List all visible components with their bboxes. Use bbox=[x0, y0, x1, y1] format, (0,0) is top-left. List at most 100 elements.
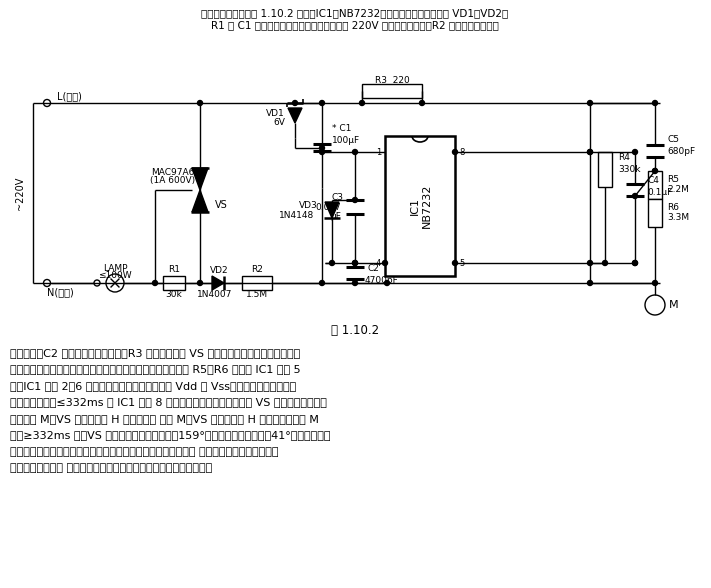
Circle shape bbox=[587, 260, 592, 266]
Bar bbox=[242, 276, 272, 290]
Text: 1N4148: 1N4148 bbox=[279, 211, 314, 219]
Circle shape bbox=[452, 149, 457, 155]
Circle shape bbox=[360, 101, 365, 105]
Circle shape bbox=[587, 149, 592, 155]
Text: 680pF: 680pF bbox=[667, 146, 695, 155]
Text: 2.2M: 2.2M bbox=[667, 185, 689, 193]
Bar bbox=[648, 199, 662, 227]
Circle shape bbox=[353, 280, 358, 286]
Text: M: M bbox=[669, 300, 678, 310]
Circle shape bbox=[152, 280, 158, 286]
Circle shape bbox=[319, 280, 324, 286]
Circle shape bbox=[198, 280, 203, 286]
Text: 过零信号。C2 用于滤除尖脉冲干扰。R3 为双向晶闸管 VS 控制极的限流电阻器。人体触摸: 过零信号。C2 用于滤除尖脉冲干扰。R3 为双向晶闸管 VS 控制极的限流电阻器… bbox=[10, 348, 300, 358]
Text: 图 1.10.2: 图 1.10.2 bbox=[331, 323, 379, 336]
Text: VD1: VD1 bbox=[266, 109, 285, 118]
Text: 触摸一下 M，VS 导通，电灯 H 亮；再触摸 一下 M，VS 截止，电灯 H 灭。当人手触摸 M: 触摸一下 M，VS 导通，电灯 H 亮；再触摸 一下 M，VS 截止，电灯 H … bbox=[10, 414, 319, 424]
Circle shape bbox=[653, 169, 658, 173]
Text: 1N4007: 1N4007 bbox=[198, 289, 232, 299]
Text: 30k: 30k bbox=[166, 289, 183, 299]
Circle shape bbox=[645, 295, 665, 315]
Circle shape bbox=[329, 260, 334, 266]
Bar bbox=[163, 276, 185, 290]
Text: R1: R1 bbox=[168, 265, 180, 273]
Circle shape bbox=[452, 260, 457, 266]
Text: 脚。IC1 的第 2、6 脚功能尚未利用，这里分别接 Vdd 和 Vss，以免悬空产生干扰。: 脚。IC1 的第 2、6 脚功能尚未利用，这里分别接 Vdd 和 Vss，以免悬… bbox=[10, 381, 296, 391]
Text: R2: R2 bbox=[251, 265, 263, 273]
Circle shape bbox=[43, 279, 50, 286]
Circle shape bbox=[94, 280, 100, 286]
Text: 4700pF: 4700pF bbox=[365, 276, 399, 285]
Circle shape bbox=[353, 260, 358, 266]
Text: 330k: 330k bbox=[618, 165, 641, 173]
Circle shape bbox=[633, 149, 638, 155]
Text: LAMP: LAMP bbox=[103, 263, 127, 272]
Circle shape bbox=[198, 101, 203, 105]
Text: L(相线): L(相线) bbox=[57, 91, 82, 101]
Text: NB7232: NB7232 bbox=[422, 184, 432, 228]
Circle shape bbox=[633, 260, 638, 266]
Circle shape bbox=[353, 260, 358, 266]
Polygon shape bbox=[325, 202, 339, 218]
Text: (1A 600V): (1A 600V) bbox=[151, 175, 196, 185]
Polygon shape bbox=[192, 168, 208, 190]
Text: VD2: VD2 bbox=[210, 266, 228, 275]
Circle shape bbox=[633, 193, 638, 199]
Text: 当手触时间≤332ms 时 IC1 的第 8 脚输出信号仅控制双向晶闸管 VS 完成开关任务，即: 当手触时间≤332ms 时 IC1 的第 8 脚输出信号仅控制双向晶闸管 VS … bbox=[10, 397, 327, 407]
Text: 信号（与市电同频率的微弱交流电泄露信号）通过保安电阻器 R5、R6 输入到 IC1 的第 5: 信号（与市电同频率的微弱交流电泄露信号）通过保安电阻器 R5、R6 输入到 IC… bbox=[10, 365, 301, 375]
Text: 3.3M: 3.3M bbox=[667, 212, 689, 222]
Text: R5: R5 bbox=[667, 175, 679, 183]
Circle shape bbox=[353, 149, 358, 155]
Text: R3  220: R3 220 bbox=[375, 75, 410, 85]
Circle shape bbox=[419, 101, 424, 105]
Text: 1.5M: 1.5M bbox=[246, 289, 268, 299]
Text: ~220V: ~220V bbox=[15, 176, 25, 210]
Circle shape bbox=[653, 280, 658, 286]
Text: IC1: IC1 bbox=[410, 197, 420, 215]
Circle shape bbox=[602, 260, 607, 266]
Circle shape bbox=[587, 101, 592, 105]
Circle shape bbox=[319, 101, 324, 105]
Text: MAC97A6: MAC97A6 bbox=[151, 168, 195, 176]
Text: 时间≥332ms 时，VS 移相调光，灯光由最亮（159°）逐渐变暗直到微亮（41°），又逐渐向: 时间≥332ms 时，VS 移相调光，灯光由最亮（159°）逐渐变暗直到微亮（4… bbox=[10, 430, 331, 440]
Text: 5: 5 bbox=[459, 259, 464, 268]
Circle shape bbox=[292, 101, 297, 105]
Text: 8: 8 bbox=[459, 148, 464, 156]
Bar bbox=[598, 152, 612, 187]
Circle shape bbox=[653, 101, 658, 105]
Text: C2: C2 bbox=[367, 263, 379, 272]
Circle shape bbox=[385, 280, 390, 286]
Circle shape bbox=[106, 274, 124, 292]
Circle shape bbox=[319, 149, 324, 155]
Bar bbox=[362, 84, 422, 98]
Circle shape bbox=[43, 99, 50, 106]
Text: VD3: VD3 bbox=[299, 201, 318, 209]
Text: C3: C3 bbox=[331, 192, 343, 202]
Circle shape bbox=[587, 149, 592, 155]
Text: C5: C5 bbox=[667, 135, 679, 143]
Text: 100μF: 100μF bbox=[332, 135, 360, 145]
Text: 电灯时仍起始于这 一亮度，但灯光亮度变化方向与上次调光时相反。: 电灯时仍起始于这 一亮度，但灯光亮度变化方向与上次调光时相反。 bbox=[10, 463, 213, 473]
Circle shape bbox=[353, 198, 358, 202]
Text: VS: VS bbox=[215, 200, 228, 210]
Polygon shape bbox=[212, 276, 224, 290]
Text: N(零线): N(零线) bbox=[47, 287, 74, 297]
Text: 最亮变化，周期往复。人手触摸停止，则灯光不再变化而保持这 一瞬间的亮度。下次再开启: 最亮变化，周期往复。人手触摸停止，则灯光不再变化而保持这 一瞬间的亮度。下次再开… bbox=[10, 447, 279, 457]
Text: * C1: * C1 bbox=[332, 123, 351, 132]
Text: μF: μF bbox=[330, 212, 341, 220]
Text: 0.047: 0.047 bbox=[315, 202, 341, 212]
Text: 6V: 6V bbox=[273, 118, 285, 126]
Text: R1 与 C1 组成电阻降压半波整流稳压电路从 220V 交流市电中获取。R2 用于从市电中截取: R1 与 C1 组成电阻降压半波整流稳压电路从 220V 交流市电中获取。R2 … bbox=[211, 20, 499, 30]
Polygon shape bbox=[288, 108, 302, 123]
Text: ≤100W: ≤100W bbox=[98, 270, 132, 279]
Text: R4: R4 bbox=[618, 152, 630, 162]
Text: C4: C4 bbox=[647, 175, 659, 185]
Text: 1: 1 bbox=[375, 148, 381, 156]
Bar bbox=[385, 136, 455, 276]
Circle shape bbox=[319, 145, 324, 151]
Circle shape bbox=[653, 169, 658, 173]
Text: R6: R6 bbox=[667, 202, 679, 212]
Text: 4: 4 bbox=[375, 259, 381, 268]
Bar bbox=[648, 171, 662, 199]
Circle shape bbox=[633, 260, 638, 266]
